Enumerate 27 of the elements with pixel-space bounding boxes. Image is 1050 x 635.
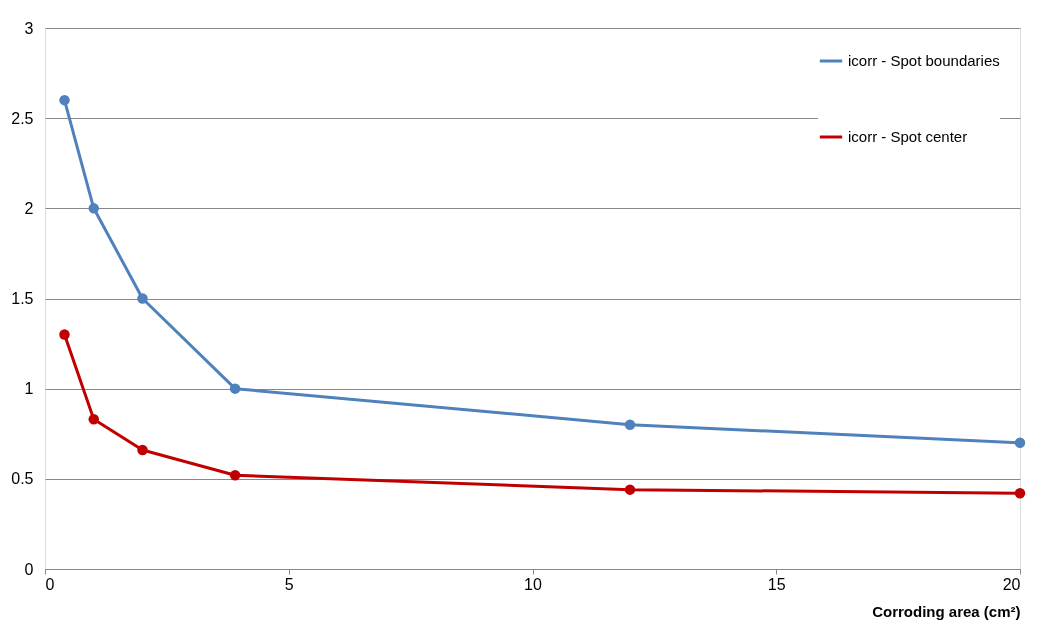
x-tick-label: 5 [284,575,294,593]
y-tick-label: 0 [24,560,34,578]
point [624,419,636,430]
y-tick-label: 2 [24,199,34,217]
x-tick-label: 0 [45,575,55,593]
y-tick-label: 3 [24,19,34,37]
point [229,383,241,394]
legend-label: icorr - Spot boundaries [848,52,1000,69]
point [137,444,148,456]
point [229,469,241,481]
point [1014,488,1026,499]
point [624,484,636,495]
y-tick-label: 0.5 [11,470,34,488]
x-tick-label: 15 [767,575,786,593]
point [137,293,148,304]
point [88,203,99,214]
point [59,94,70,106]
x-tick-label: 10 [524,575,542,593]
x-axis-title: Corroding area (cm²) [872,602,1021,620]
x-tick-label: 20 [1002,575,1021,593]
y-tick-label: 1 [24,380,34,398]
y-tick-label: 1.5 [11,290,34,307]
point [88,414,99,425]
point [1014,437,1026,448]
legend-label: icorr - Spot center [848,128,968,145]
point [59,329,70,340]
y-tick-label: 2.5 [11,109,34,127]
